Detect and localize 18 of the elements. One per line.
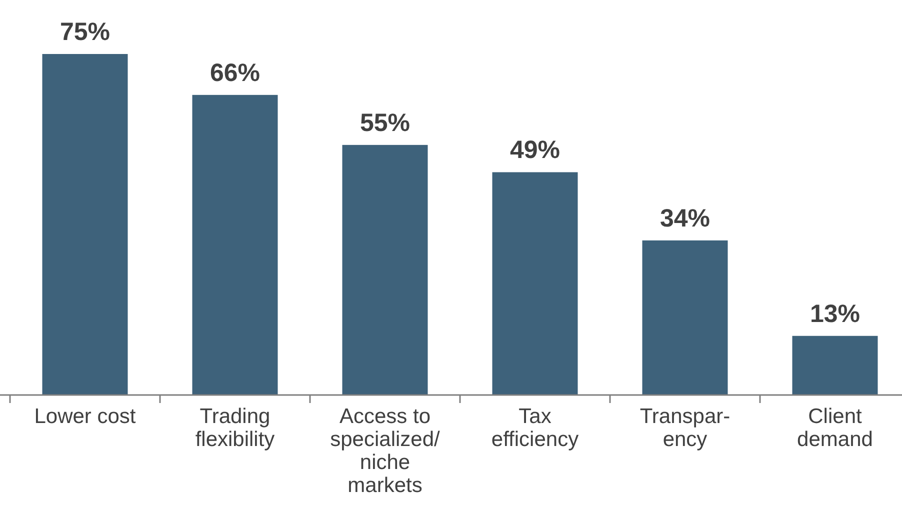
data-label: 55% — [360, 108, 410, 137]
x-tick-label: Trading flexibility — [195, 405, 276, 451]
bar — [642, 240, 728, 395]
bar — [42, 54, 128, 395]
data-label: 13% — [810, 300, 860, 328]
data-label: 66% — [210, 58, 260, 87]
bar — [792, 336, 878, 395]
bar — [342, 144, 428, 395]
data-label: 34% — [660, 204, 710, 232]
data-label: 75% — [60, 18, 110, 46]
bar — [192, 94, 278, 395]
data-label: 49% — [510, 136, 560, 164]
x-tick-label: Client demand — [797, 405, 873, 451]
x-tick-label: Transpar- ency — [640, 405, 730, 451]
x-tick-label: Access to specialized/ niche markets — [330, 405, 440, 497]
x-tick-label: Tax efficiency — [491, 405, 580, 451]
x-tick-label: Lower cost — [34, 405, 136, 428]
bar — [492, 172, 578, 395]
